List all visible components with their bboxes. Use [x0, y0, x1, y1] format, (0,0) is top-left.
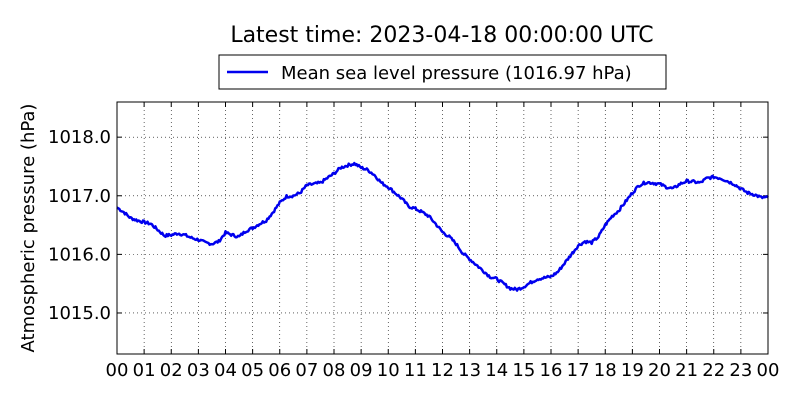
- x-tick-labels: 00 01 02 03 04 05 06 07 08 09 10 11 12 13 14 15 16 17 18 19…: [106, 360, 780, 381]
- y-tick-labels: 1015.0 1016.0 1017.0 1018.0: [48, 127, 111, 324]
- grid-lines: [117, 102, 768, 354]
- chart-title: Latest time: 2023-04-18 00:00:00 UTC: [230, 23, 653, 48]
- y-tick-label: 1015.0: [48, 303, 111, 324]
- axis-ticks: [116, 102, 769, 354]
- x-tick-label: 22: [702, 360, 725, 381]
- x-tick-label: 09: [350, 360, 373, 381]
- x-tick-label: 18: [594, 360, 617, 381]
- legend-box: [218, 54, 667, 90]
- x-tick-label: 17: [567, 360, 590, 381]
- x-tick-label: 20: [648, 360, 671, 381]
- plot-frame: [116, 101, 769, 355]
- x-tick-label: 08: [323, 360, 346, 381]
- x-tick-label: 05: [241, 360, 264, 381]
- series-line-mslp: [116, 161, 769, 292]
- x-tick-label: 07: [295, 360, 318, 381]
- legend: Mean sea level pressure (1016.97 hPa): [218, 54, 667, 90]
- x-tick-label: 10: [377, 360, 400, 381]
- x-tick-label: 00: [757, 360, 780, 381]
- x-tick-label: 23: [729, 360, 752, 381]
- x-tick-label: 06: [268, 360, 291, 381]
- y-tick-label: 1017.0: [48, 186, 111, 207]
- x-tick-label: 14: [485, 360, 508, 381]
- x-tick-label: 03: [187, 360, 210, 381]
- x-tick-label: 00: [106, 360, 129, 381]
- x-tick-label: 11: [404, 360, 427, 381]
- x-tick-label: 01: [133, 360, 156, 381]
- y-tick-label: 1018.0: [48, 127, 111, 148]
- x-tick-label: 13: [458, 360, 481, 381]
- x-tick-label: 16: [540, 360, 563, 381]
- y-axis-label: Atmospheric pressure (hPa): [18, 104, 39, 353]
- y-tick-label: 1016.0: [48, 244, 111, 265]
- legend-label: Mean sea level pressure (1016.97 hPa): [281, 63, 632, 84]
- x-tick-label: 02: [160, 360, 183, 381]
- x-tick-label: 04: [214, 360, 237, 381]
- x-tick-label: 12: [431, 360, 454, 381]
- x-tick-label: 21: [675, 360, 698, 381]
- x-tick-label: 15: [512, 360, 535, 381]
- x-tick-label: 19: [621, 360, 644, 381]
